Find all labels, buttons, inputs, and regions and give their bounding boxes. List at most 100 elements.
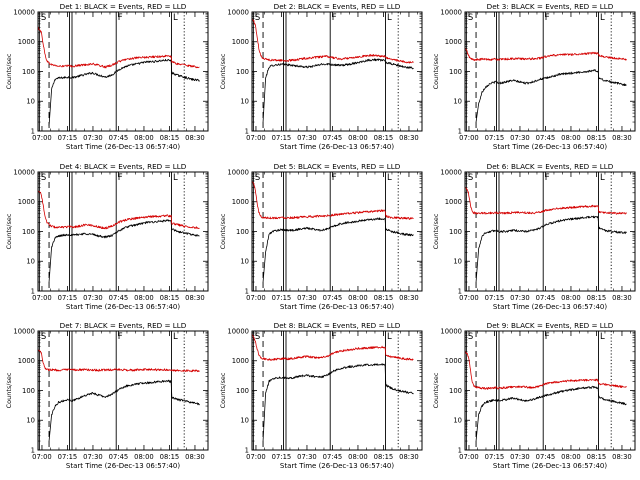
detector-panel-5: Det 5: BLACK = Events, RED = LLD Counts/s… bbox=[219, 162, 423, 311]
y-tick-label: 10000 bbox=[227, 327, 249, 335]
x-tick-label: 08:00 bbox=[348, 134, 368, 142]
marker-label: L bbox=[173, 13, 178, 23]
series-line-lld bbox=[465, 350, 627, 390]
y-tick-label: 100 bbox=[449, 68, 462, 76]
series-line-lld bbox=[38, 189, 200, 230]
x-tick-label: 07:00 bbox=[459, 294, 479, 302]
y-tick-label: 10 bbox=[453, 98, 462, 106]
x-tick-label: 07:00 bbox=[32, 453, 52, 461]
x-tick-label: 07:45 bbox=[323, 294, 343, 302]
x-tick-label: 07:30 bbox=[297, 453, 317, 461]
y-tick-label: 10 bbox=[453, 258, 462, 266]
x-tick-label: 07:15 bbox=[272, 453, 292, 461]
y-tick-label: 10000 bbox=[440, 8, 462, 16]
x-tick-label: 07:45 bbox=[536, 453, 556, 461]
y-axis-label: Counts/sec bbox=[432, 372, 440, 408]
x-tick-label: 07:15 bbox=[272, 134, 292, 142]
marker-label: S bbox=[468, 332, 473, 342]
marker-label: S bbox=[41, 13, 46, 23]
y-tick-label: 100 bbox=[449, 387, 462, 395]
panel-title: Det 3: BLACK = Events, RED = LLD bbox=[487, 2, 614, 11]
x-tick-label: 07:45 bbox=[323, 134, 343, 142]
marker-label: L bbox=[387, 13, 392, 23]
y-tick-label: 1 bbox=[245, 127, 249, 135]
x-tick-label: 07:00 bbox=[246, 134, 266, 142]
plot-frame bbox=[251, 171, 423, 292]
x-tick-label: 07:30 bbox=[83, 134, 103, 142]
y-tick-label: 1 bbox=[245, 446, 249, 454]
x-tick-label: 07:45 bbox=[536, 134, 556, 142]
y-tick-label: 100 bbox=[236, 228, 249, 236]
x-tick-label: 08:30 bbox=[612, 453, 632, 461]
y-tick-label: 10000 bbox=[227, 168, 249, 176]
series-line-events bbox=[475, 215, 627, 283]
marker-label: F bbox=[118, 332, 123, 342]
plot-frame bbox=[251, 11, 423, 132]
y-axis-label: Counts/sec bbox=[432, 213, 440, 249]
panel-title: Det 8: BLACK = Events, RED = LLD bbox=[274, 321, 401, 330]
x-tick-label: 07:00 bbox=[246, 453, 266, 461]
x-tick-label: 07:15 bbox=[485, 134, 505, 142]
y-tick-label: 10000 bbox=[227, 8, 249, 16]
x-axis-label: Start Time (26-Dec-13 06:57:40) bbox=[493, 143, 607, 151]
x-tick-label: 07:15 bbox=[58, 294, 78, 302]
y-tick-label: 1000 bbox=[232, 357, 249, 365]
y-axis-label: Counts/sec bbox=[219, 372, 227, 408]
marker-label: L bbox=[387, 332, 392, 342]
y-tick-label: 100 bbox=[22, 387, 35, 395]
series-line-lld bbox=[465, 47, 627, 61]
y-tick-label: 1000 bbox=[232, 38, 249, 46]
x-axis-label: Start Time (26-Dec-13 06:57:40) bbox=[66, 143, 180, 151]
plot-area bbox=[38, 12, 200, 131]
x-tick-label: 08:30 bbox=[612, 294, 632, 302]
plot-frame bbox=[37, 330, 209, 451]
y-tick-label: 10 bbox=[26, 417, 35, 425]
x-tick-label: 07:00 bbox=[459, 134, 479, 142]
x-tick-label: 08:00 bbox=[348, 453, 368, 461]
series-line-lld bbox=[38, 348, 200, 373]
y-axis-label: Counts/sec bbox=[5, 53, 13, 89]
x-axis-label: Start Time (26-Dec-13 06:57:40) bbox=[493, 303, 607, 311]
marker-label: L bbox=[387, 173, 392, 183]
y-tick-label: 1 bbox=[458, 127, 462, 135]
x-axis-label: Start Time (26-Dec-13 06:57:40) bbox=[280, 462, 394, 470]
y-tick-label: 1 bbox=[31, 287, 35, 295]
plot-area bbox=[38, 172, 200, 291]
y-tick-label: 10 bbox=[240, 258, 249, 266]
plot-frame bbox=[37, 171, 209, 292]
y-tick-label: 10000 bbox=[440, 327, 462, 335]
series-line-events bbox=[48, 379, 200, 442]
marker-label: S bbox=[255, 332, 260, 342]
y-tick-label: 1 bbox=[458, 287, 462, 295]
x-tick-label: 07:00 bbox=[246, 294, 266, 302]
x-tick-label: 08:00 bbox=[561, 294, 581, 302]
x-tick-label: 08:00 bbox=[134, 453, 154, 461]
y-tick-label: 1 bbox=[458, 446, 462, 454]
x-axis-label: Start Time (26-Dec-13 06:57:40) bbox=[280, 303, 394, 311]
x-tick-label: 07:00 bbox=[459, 453, 479, 461]
y-tick-label: 1000 bbox=[18, 198, 35, 206]
x-tick-label: 08:00 bbox=[134, 134, 154, 142]
y-tick-label: 10000 bbox=[13, 168, 35, 176]
plot-area bbox=[252, 12, 414, 131]
x-axis-label: Start Time (26-Dec-13 06:57:40) bbox=[66, 303, 180, 311]
y-tick-label: 10 bbox=[26, 258, 35, 266]
marker-label: F bbox=[332, 173, 337, 183]
marker-label: L bbox=[600, 332, 605, 342]
series-line-lld bbox=[252, 333, 414, 361]
y-tick-label: 10 bbox=[453, 417, 462, 425]
marker-label: S bbox=[41, 332, 46, 342]
y-tick-label: 1000 bbox=[18, 357, 35, 365]
y-tick-label: 100 bbox=[236, 387, 249, 395]
y-axis-label: Counts/sec bbox=[5, 213, 13, 249]
y-axis-label: Counts/sec bbox=[219, 213, 227, 249]
y-tick-label: 100 bbox=[449, 228, 462, 236]
x-tick-label: 08:30 bbox=[399, 134, 419, 142]
x-tick-label: 08:15 bbox=[160, 453, 180, 461]
y-tick-label: 1000 bbox=[445, 198, 462, 206]
plot-area bbox=[465, 331, 627, 450]
y-tick-label: 10000 bbox=[13, 327, 35, 335]
x-tick-label: 08:15 bbox=[587, 453, 607, 461]
marker-label: L bbox=[173, 173, 178, 183]
